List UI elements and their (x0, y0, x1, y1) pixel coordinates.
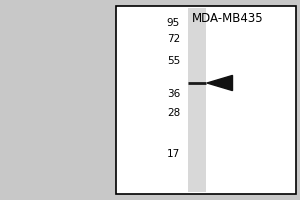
Text: 55: 55 (167, 56, 180, 66)
Text: MDA-MB435: MDA-MB435 (192, 12, 264, 25)
Text: 17: 17 (167, 149, 180, 159)
Text: 36: 36 (167, 89, 180, 99)
Text: 28: 28 (167, 108, 180, 118)
Bar (188, 8, 206, 192)
Bar (116, 6, 296, 194)
Text: 72: 72 (167, 34, 180, 44)
Polygon shape (207, 75, 232, 91)
Text: 95: 95 (167, 18, 180, 28)
